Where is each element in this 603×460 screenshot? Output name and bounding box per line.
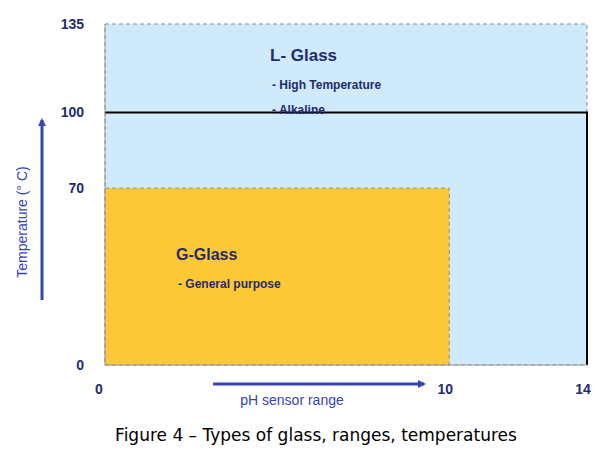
texts: L- Glass - High Temperature - Alkaline G-Gl…: [14, 16, 591, 445]
y-tick-label: 70: [68, 180, 84, 196]
region-note: - High Temperature: [272, 78, 381, 92]
plot-area: [105, 24, 587, 365]
x-tick-label: 10: [437, 381, 453, 397]
caption: Figure 4 – Types of glass, ranges, tempe…: [115, 425, 517, 445]
y-axis-title: Temperature (° C): [14, 166, 30, 277]
region-label: G-Glass: [176, 246, 237, 263]
x-tick-label: 0: [95, 381, 103, 397]
y-tick-label: 0: [76, 357, 84, 373]
x-axis-line: [105, 365, 587, 366]
limit-line: [105, 112, 587, 365]
y-axis-line: [105, 24, 106, 365]
x-axis-title: pH sensor range: [240, 392, 344, 408]
x-axis-arrow: [213, 383, 424, 386]
x-tick-label: 14: [575, 381, 591, 397]
range-box: [105, 188, 449, 365]
range-box: [105, 24, 587, 365]
y-axis-arrow: [41, 120, 44, 300]
region-note: - General purpose: [178, 277, 281, 291]
region-label: L- Glass: [270, 46, 337, 65]
chart: L- Glass - High Temperature - Alkaline G-Gl…: [0, 0, 603, 460]
y-tick-label: 135: [61, 16, 85, 32]
chart-root: L- Glass - High Temperature - Alkaline G-Gl…: [0, 0, 603, 460]
y-tick-label: 100: [61, 104, 85, 120]
region-note: - Alkaline: [272, 103, 325, 117]
